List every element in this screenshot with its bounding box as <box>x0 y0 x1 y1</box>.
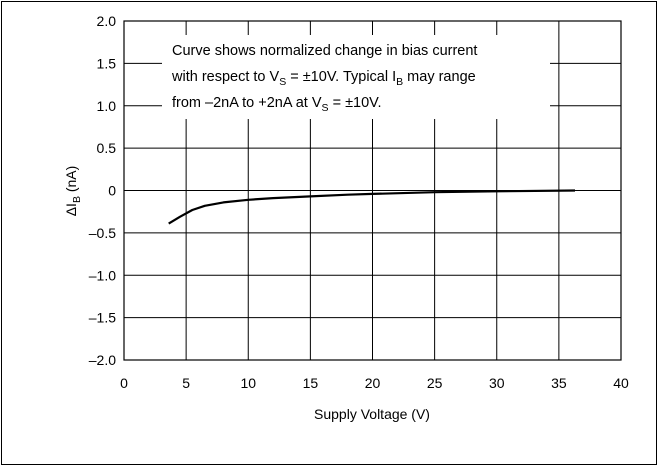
x-tick-label: 0 <box>120 375 128 391</box>
x-tick-label: 15 <box>303 375 319 391</box>
series-curve <box>168 189 576 225</box>
y-tick-label: –1.5 <box>89 310 116 326</box>
x-tick-label: 5 <box>182 375 190 391</box>
y-tick-label: 0.5 <box>97 140 117 156</box>
annotation-line-1: Curve shows normalized change in bias cu… <box>172 43 477 59</box>
plot-border <box>123 20 622 361</box>
x-axis-label: Supply Voltage (V) <box>314 406 430 422</box>
x-tick-label: 20 <box>365 375 381 391</box>
annotation-line-3: from –2nA to +2nA at VS = ±10V. <box>172 95 382 114</box>
series-line <box>168 189 576 225</box>
y-tick-label: –1.0 <box>89 267 116 283</box>
x-tick-label: 25 <box>427 375 443 391</box>
y-tick-label: 0 <box>108 183 116 199</box>
annotation-background <box>162 35 550 119</box>
annotation-line-2: with respect to VS = ±10V. Typical IB ma… <box>171 69 476 88</box>
x-tick-labels: 0 5 10 15 20 25 30 35 40 <box>120 375 629 391</box>
y-tick-label: 1.5 <box>97 55 117 71</box>
y-tick-label: 1.0 <box>97 98 117 114</box>
x-tick-label: 10 <box>240 375 256 391</box>
x-tick-label: 40 <box>613 375 629 391</box>
y-axis-label: ΔIB (nA) <box>63 166 83 217</box>
y-tick-label: 2.0 <box>97 13 117 29</box>
y-tick-labels: 2.0 1.5 1.0 0.5 0 –0.5 –1.0 –1.5 –2.0 <box>89 13 116 368</box>
y-tick-label: –0.5 <box>89 225 116 241</box>
y-tick-label: –2.0 <box>89 352 116 368</box>
x-tick-label: 35 <box>551 375 567 391</box>
x-tick-label: 30 <box>489 375 505 391</box>
